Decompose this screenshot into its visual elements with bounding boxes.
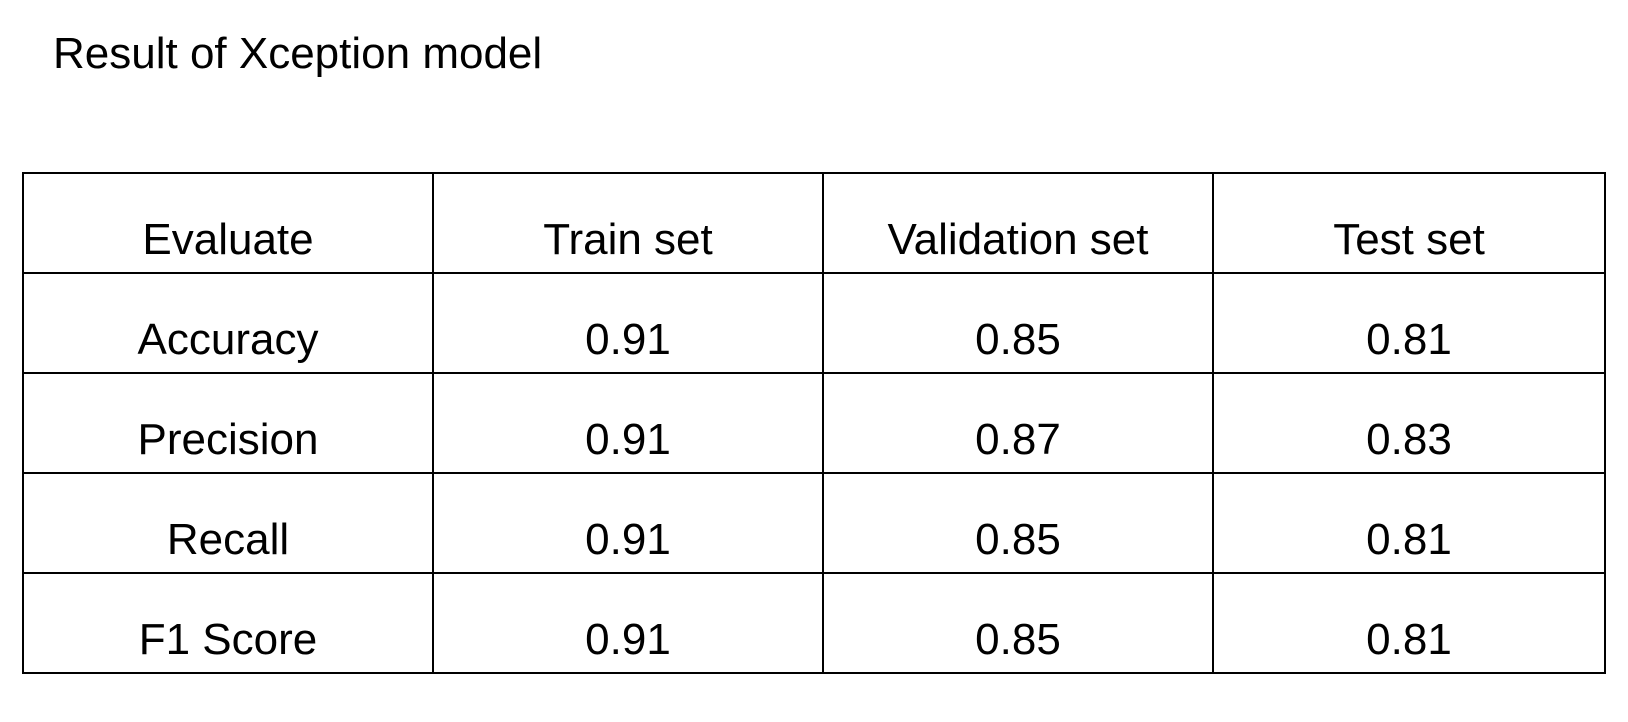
test-value-cell: 0.81	[1212, 272, 1606, 374]
table-row: F1 Score 0.91 0.85 0.81	[22, 572, 1606, 674]
results-table: Evaluate Train set Validation set Test s…	[22, 172, 1606, 674]
test-value-cell: 0.83	[1212, 372, 1606, 474]
train-value-cell: 0.91	[432, 272, 824, 374]
test-value-cell: 0.81	[1212, 472, 1606, 574]
validation-value-cell: 0.85	[822, 272, 1214, 374]
train-value-cell: 0.91	[432, 472, 824, 574]
page-title: Result of Xception model	[53, 29, 543, 78]
metric-name-cell: Recall	[22, 472, 434, 574]
column-header-train-set: Train set	[432, 172, 824, 274]
train-value-cell: 0.91	[432, 372, 824, 474]
metric-name-cell: F1 Score	[22, 572, 434, 674]
metric-name-cell: Accuracy	[22, 272, 434, 374]
results-table-container: Evaluate Train set Validation set Test s…	[22, 172, 1606, 674]
table-row: Precision 0.91 0.87 0.83	[22, 372, 1606, 474]
column-header-validation-set: Validation set	[822, 172, 1214, 274]
table-header-row: Evaluate Train set Validation set Test s…	[22, 172, 1606, 274]
table-row: Recall 0.91 0.85 0.81	[22, 472, 1606, 574]
validation-value-cell: 0.85	[822, 472, 1214, 574]
metric-name-cell: Precision	[22, 372, 434, 474]
validation-value-cell: 0.87	[822, 372, 1214, 474]
validation-value-cell: 0.85	[822, 572, 1214, 674]
train-value-cell: 0.91	[432, 572, 824, 674]
table-row: Accuracy 0.91 0.85 0.81	[22, 272, 1606, 374]
test-value-cell: 0.81	[1212, 572, 1606, 674]
column-header-evaluate: Evaluate	[22, 172, 434, 274]
column-header-test-set: Test set	[1212, 172, 1606, 274]
